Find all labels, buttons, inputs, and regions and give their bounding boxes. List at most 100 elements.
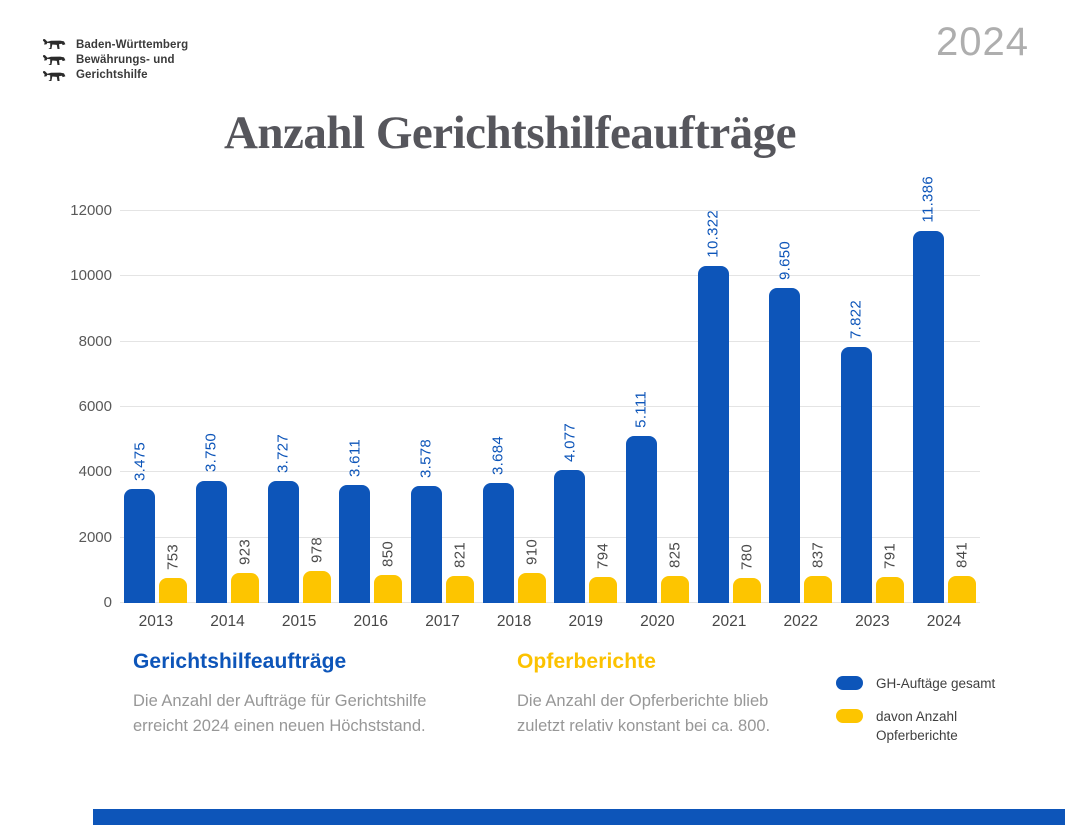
bar-group-2024: 11.386 841 xyxy=(912,176,976,603)
bar-value-label: 3.684 xyxy=(489,435,507,475)
gridline xyxy=(120,471,980,473)
logo-line-1: Baden-Württemberg xyxy=(76,39,189,51)
bar-value-label: 3.475 xyxy=(131,442,149,482)
bar-groups: 3.475 753 3.750 923 3.727 978 3.611 850 3.578 821… xyxy=(120,176,980,603)
bar-group-2017: 3.578 821 xyxy=(410,211,474,603)
page-title: Anzahl Gerichtshilfeaufträge xyxy=(223,107,797,159)
bar-gh-gesamt-2017: 3.578 xyxy=(410,439,442,603)
x-tick-label-2020: 2020 xyxy=(640,613,675,630)
gridline xyxy=(120,210,980,211)
bar-value-label: 923 xyxy=(236,538,254,565)
bar-group-2013: 3.475 753 xyxy=(124,211,188,603)
bar-value-label: 9.650 xyxy=(776,240,794,280)
y-tick-label: 12000 xyxy=(70,202,112,219)
legend-swatch-yellow-icon xyxy=(836,708,863,723)
x-tick-label-2016: 2016 xyxy=(353,613,389,630)
bar-gh-gesamt-2018: 3.684 xyxy=(482,436,514,603)
bar-opferberichte-2021: 780 xyxy=(732,544,761,603)
bar-opferberichte-2015: 978 xyxy=(302,537,331,603)
bar-value-label: 780 xyxy=(738,543,756,570)
legend-label-yellow: davon Anzahl Opferberichte xyxy=(876,708,958,744)
logo-line-3: Gerichtshilfe xyxy=(76,69,148,82)
insight-opferberichte: Opferberichte Die Anzahl der Opferberich… xyxy=(517,650,817,739)
footer-accent-bar xyxy=(93,809,1065,825)
x-axis: 2013 2014 2015 2016 2017 2018 2019 2020 2021 2022… xyxy=(120,613,980,631)
insight-text-yellow: Die Anzahl der Opferberichte blieb zulet… xyxy=(517,692,771,735)
bar-value-label: 10.322 xyxy=(704,210,722,258)
bar-opferberichte-2022: 837 xyxy=(804,542,833,603)
bar-gh-gesamt-2024: 11.386 xyxy=(912,176,944,603)
bar-group-2019: 4.077 794 xyxy=(554,211,618,603)
gridline xyxy=(120,602,980,603)
bar-value-label: 3.750 xyxy=(202,433,220,473)
bar-opferberichte-2024: 841 xyxy=(947,542,976,603)
bar-group-2014: 3.750 923 xyxy=(195,211,259,603)
chart-legend: GH-Auftäge gesamt davon Anzahl Opferberi… xyxy=(836,674,996,746)
bar-value-label: 753 xyxy=(164,544,182,571)
gridline xyxy=(120,275,980,277)
bar-gh-gesamt-2013: 3.475 xyxy=(124,442,156,603)
x-tick-label-2013: 2013 xyxy=(138,613,174,630)
x-tick-label-2024: 2024 xyxy=(926,613,962,630)
y-tick-label: 2000 xyxy=(78,528,112,546)
bar-value-label: 3.578 xyxy=(417,439,435,479)
bar-group-2018: 3.684 910 xyxy=(482,211,546,603)
bar-value-label: 978 xyxy=(308,537,326,564)
plot-area: 3.475 753 3.750 923 3.727 978 3.611 850 3.578 821… xyxy=(120,176,980,603)
bar-opferberichte-2018: 910 xyxy=(517,539,546,603)
bar-value-label: 837 xyxy=(809,541,827,568)
bar-gh-gesamt-2022: 9.650 xyxy=(769,241,801,603)
gridline xyxy=(120,536,980,538)
bar-opferberichte-2013: 753 xyxy=(159,544,188,603)
y-tick-label: 10000 xyxy=(70,267,112,285)
bar-gh-gesamt-2020: 5.111 xyxy=(625,391,657,603)
x-tick-label-2015: 2015 xyxy=(281,613,317,630)
bar-value-label: 7.822 xyxy=(847,300,865,340)
bar-opferberichte-2023: 791 xyxy=(875,543,904,603)
bar-opferberichte-2014: 923 xyxy=(230,539,259,603)
bar-value-label: 791 xyxy=(881,543,899,570)
bar-opferberichte-2017: 821 xyxy=(445,542,474,603)
bar-gh-gesamt-2021: 10.322 xyxy=(697,210,729,603)
gridline xyxy=(120,340,980,342)
x-tick-label-2018: 2018 xyxy=(496,613,532,630)
bar-group-2015: 3.727 978 xyxy=(267,211,331,603)
bar-value-label: 821 xyxy=(451,542,469,569)
bar-value-label: 3.727 xyxy=(274,434,292,474)
bar-group-2023: 7.822 791 xyxy=(840,211,904,603)
bar-gh-gesamt-2023: 7.822 xyxy=(840,300,872,603)
bar-group-2021: 10.322 780 xyxy=(697,210,761,603)
bar-opferberichte-2019: 794 xyxy=(589,543,618,603)
legend-label-blue: GH-Auftäge gesamt xyxy=(876,676,996,691)
y-tick-label: 4000 xyxy=(78,463,112,481)
insight-gerichtshilfeauftraege: Gerichtshilfeaufträge Die Anzahl der Auf… xyxy=(133,650,478,739)
bar-opferberichte-2020: 825 xyxy=(660,542,689,603)
insight-text-blue: Die Anzahl der Aufträge für Gerichtshilf… xyxy=(133,692,427,735)
logo-text: Baden-Württemberg Bewährungs- und Gerich… xyxy=(76,38,188,84)
bar-gh-gesamt-2019: 4.077 xyxy=(554,423,586,603)
gridline xyxy=(120,406,980,407)
bar-group-2022: 9.650 837 xyxy=(769,211,833,603)
bar-value-label: 4.077 xyxy=(561,422,579,462)
insight-heading-yellow: Opferberichte xyxy=(517,650,656,673)
y-axis: 0 2000 4000 6000 8000 10000 12000 xyxy=(40,202,112,611)
year-badge: 2024 xyxy=(936,20,1029,64)
bar-gh-gesamt-2016: 3.611 xyxy=(339,439,371,603)
bar-value-label: 910 xyxy=(523,539,541,566)
x-tick-label-2022: 2022 xyxy=(783,613,818,630)
baden-wuerttemberg-three-lions-icon xyxy=(42,38,69,84)
bar-group-2020: 5.111 825 xyxy=(625,211,689,603)
legend-swatch-blue-icon xyxy=(836,676,863,690)
y-tick-label: 6000 xyxy=(78,398,112,415)
x-tick-label-2017: 2017 xyxy=(425,613,460,630)
legend-item-gh-auftraege: GH-Auftäge gesamt xyxy=(836,674,996,694)
x-tick-label-2019: 2019 xyxy=(568,613,603,630)
bar-value-label: 3.611 xyxy=(346,439,364,478)
bar-value-label: 5.111 xyxy=(632,391,650,429)
bar-value-label: 841 xyxy=(953,541,971,568)
bar-value-label: 794 xyxy=(594,543,612,570)
y-tick-label: 8000 xyxy=(78,332,112,350)
x-tick-label-2023: 2023 xyxy=(855,613,890,630)
bar-value-label: 850 xyxy=(379,541,397,568)
